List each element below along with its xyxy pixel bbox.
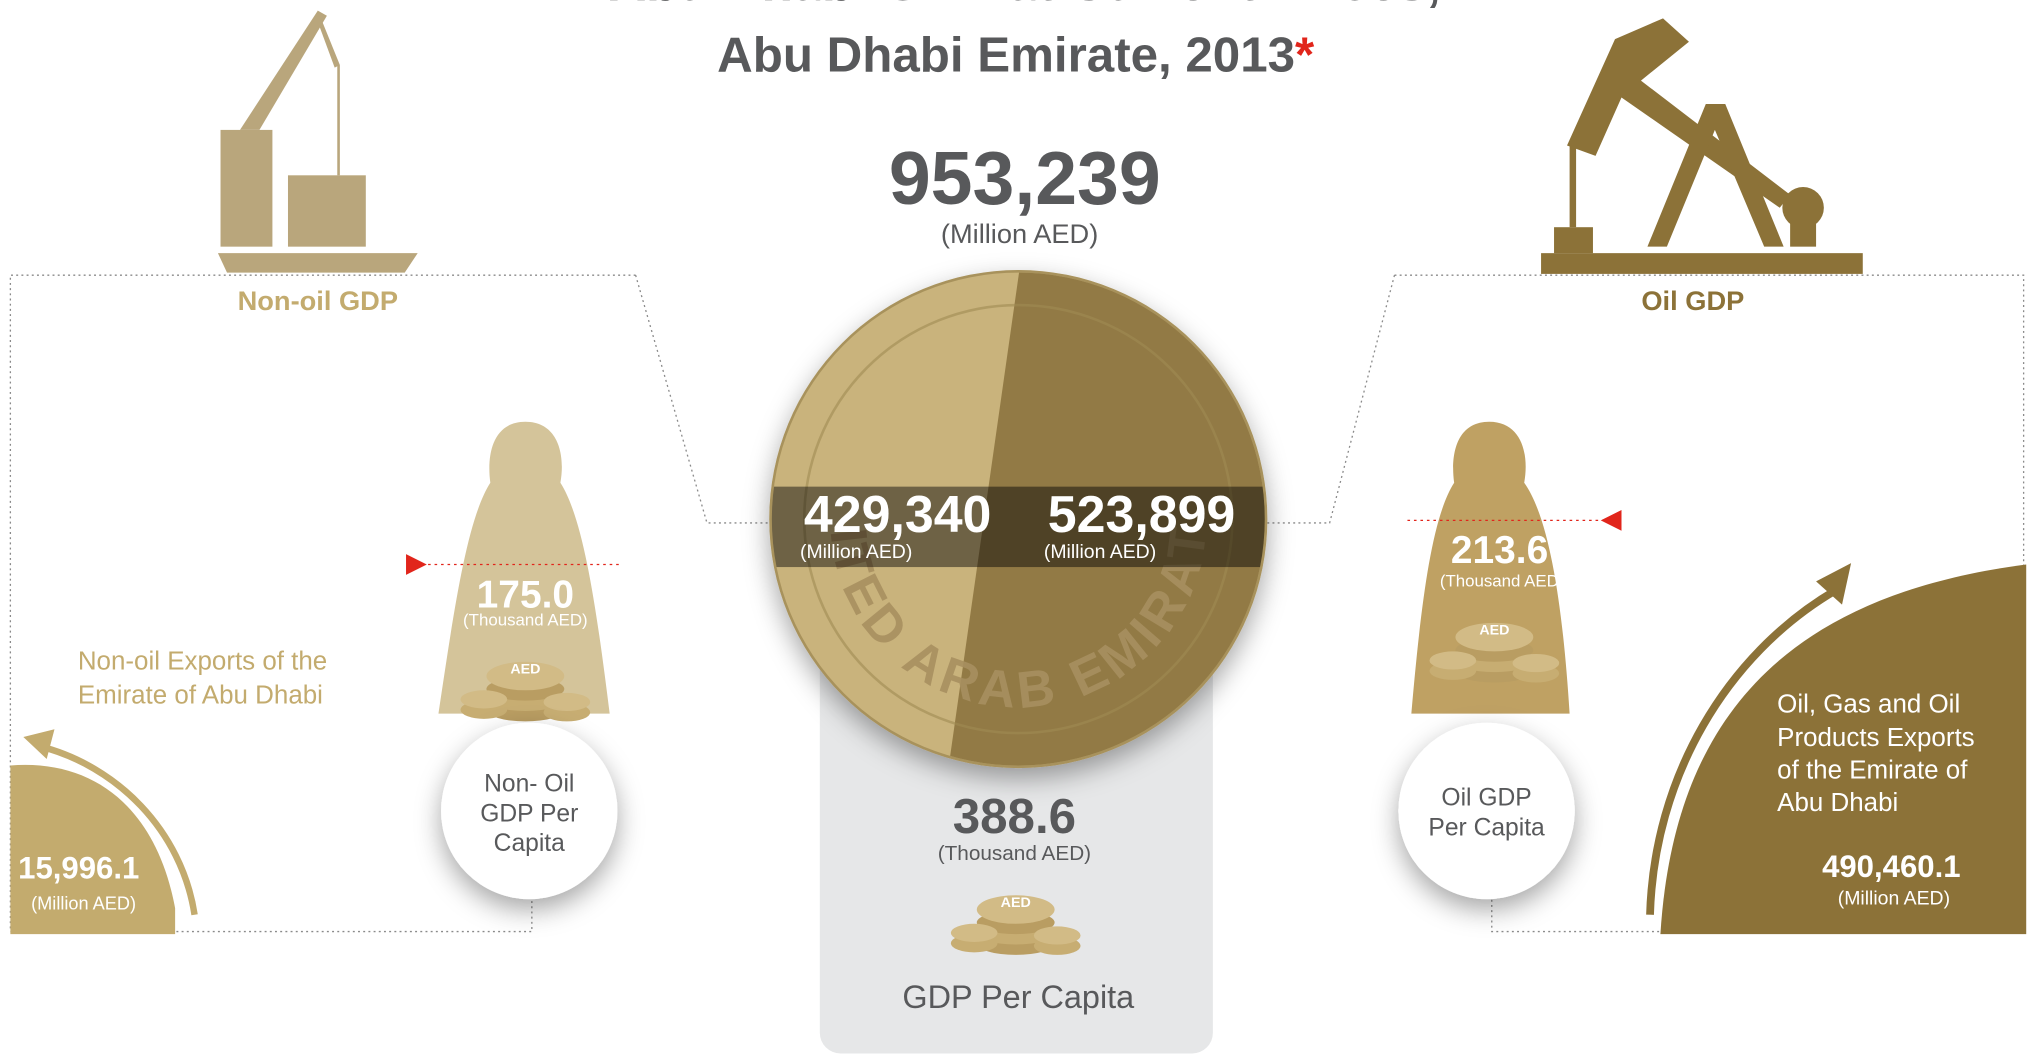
- non-oil-label: Non-oil GDP: [238, 285, 398, 316]
- title-line: Abu Dhabi GDP at Current Prices,: [609, 0, 1441, 11]
- oil-exports-label: Products Exports: [1777, 724, 1975, 752]
- oil-exports-unit: (Million AED): [1838, 887, 1950, 909]
- total-unit: (Million AED): [941, 218, 1098, 249]
- oil-exports-label: of the Emirate of: [1777, 757, 1968, 785]
- non-oil-per-capita-unit: (Thousand AED): [463, 610, 588, 629]
- infographic: Abu Dhabi GDP at Current Prices, Abu Dha…: [0, 0, 2034, 1055]
- crane-icon: [218, 11, 418, 273]
- non-oil-exports-label: Emirate of Abu Dhabi: [78, 681, 323, 709]
- oil-label: Oil GDP: [1641, 285, 1744, 316]
- non-oil-unit: (Million AED): [800, 541, 912, 563]
- non-oil-per-capita-label: Capita: [494, 830, 565, 857]
- total-value: 953,239: [889, 136, 1161, 220]
- non-oil-per-capita-label: GDP Per: [480, 800, 578, 827]
- per-capita-label: GDP Per Capita: [902, 979, 1135, 1015]
- oil-exports-value: 490,460.1: [1822, 849, 1960, 884]
- non-oil-exports-unit: (Million AED): [31, 894, 136, 914]
- oil-value: 523,899: [1048, 485, 1236, 543]
- per-capita-unit: (Thousand AED): [938, 842, 1091, 865]
- non-oil-per-capita-label: Non- Oil: [484, 770, 574, 797]
- indicator-arrow: [1601, 510, 1622, 531]
- oil-per-capita-value: 213.6: [1451, 529, 1548, 572]
- pump-icon: [1541, 18, 1863, 274]
- non-oil-value: 429,340: [804, 485, 992, 543]
- oil-per-capita-label: Oil GDP: [1441, 785, 1531, 812]
- coin-label: AED: [510, 661, 540, 677]
- oil-per-capita-unit: (Thousand AED): [1440, 572, 1565, 591]
- coin-label: AED: [1001, 895, 1031, 911]
- non-oil-exports-value: 15,996.1: [18, 850, 139, 885]
- indicator-arrow: [406, 554, 427, 575]
- per-capita-value: 388.6: [953, 789, 1076, 844]
- title-text: Abu Dhabi Emirate, 2013: [717, 28, 1295, 83]
- exports-arrowhead: [23, 729, 54, 759]
- oil-exports-label: Oil, Gas and Oil: [1777, 690, 1960, 718]
- title-asterisk: *: [1295, 28, 1315, 83]
- oil-exports-label: Abu Dhabi: [1777, 789, 1898, 817]
- title-line: Abu Dhabi Emirate, 2013*: [717, 28, 1315, 83]
- oil-per-capita-label: Per Capita: [1428, 815, 1545, 842]
- oil-unit: (Million AED): [1044, 541, 1156, 563]
- non-oil-exports-label: Non-oil Exports of the: [78, 648, 327, 676]
- coin-label: AED: [1479, 623, 1509, 639]
